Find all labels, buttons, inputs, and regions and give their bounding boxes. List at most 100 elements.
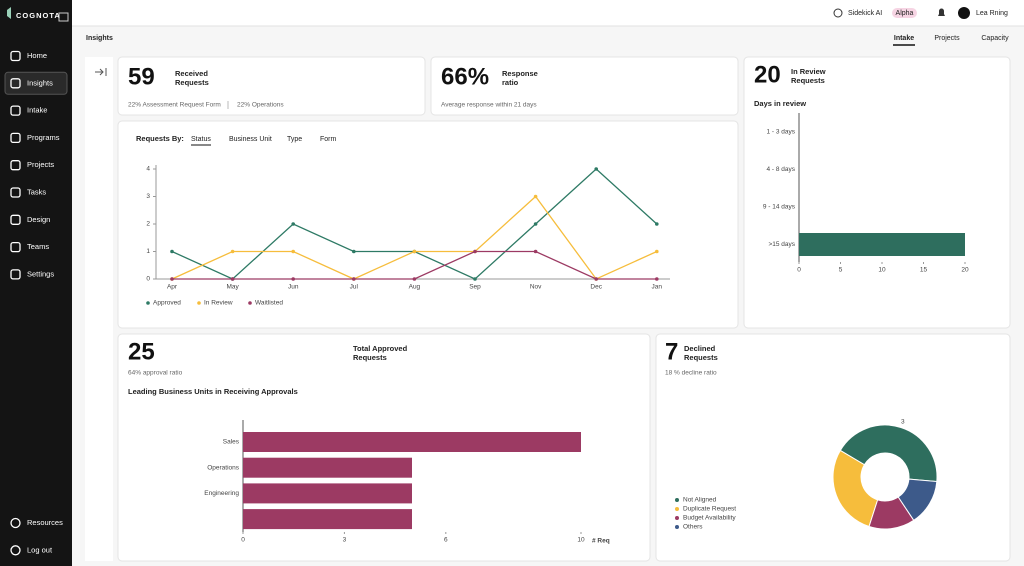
x-tick-label: Sep	[469, 284, 481, 291]
bar	[799, 233, 965, 256]
tab[interactable]: Intake	[894, 35, 914, 42]
sidekick-icon[interactable]	[833, 8, 843, 18]
point	[655, 277, 659, 281]
stat-label: Requests	[353, 353, 387, 362]
donut-slice	[839, 424, 938, 483]
legend-swatch	[675, 507, 679, 511]
point	[230, 277, 235, 281]
assistant[interactable]: Sidekick AI	[848, 10, 882, 17]
legend-swatch	[675, 525, 679, 529]
x-axis-label: # Req	[592, 538, 610, 545]
tab[interactable]: Capacity	[981, 35, 1009, 42]
filter[interactable]: Business Unit	[229, 136, 272, 143]
point	[170, 249, 174, 254]
point	[412, 249, 417, 254]
brand: COGNOTA	[16, 11, 61, 20]
x-tick-label: Aug	[409, 284, 421, 291]
logo	[7, 7, 11, 19]
stat-label: ratio	[502, 78, 519, 87]
nav-item[interactable]: Settings	[27, 269, 54, 278]
nav-item[interactable]: Design	[27, 215, 50, 224]
nav-item[interactable]: Tasks	[27, 187, 46, 196]
bar	[243, 483, 412, 504]
nav-item[interactable]: Intake	[27, 106, 47, 115]
filter[interactable]: Form	[320, 136, 337, 143]
legend-swatch	[146, 301, 150, 305]
bar	[243, 432, 581, 452]
nav-item[interactable]: Projects	[27, 160, 54, 169]
y-tick-label: 1	[146, 248, 150, 255]
nav-icon	[10, 241, 21, 253]
y-tick-label: 3	[146, 193, 150, 200]
chart-title: Requests By:	[136, 134, 184, 143]
stat-sub: 22% Operations	[237, 102, 284, 109]
nav-item[interactable]: Log out	[27, 545, 53, 554]
filter[interactable]: Status	[191, 136, 211, 143]
y-tick-label: Sales	[223, 439, 240, 446]
y-tick-label: 1 - 3 days	[766, 129, 795, 136]
point	[352, 277, 356, 281]
stat-value: 59	[128, 63, 155, 90]
legend-label: Approved	[153, 300, 181, 307]
stat-label: Received	[175, 69, 208, 78]
nav-icon	[10, 269, 21, 280]
point	[655, 249, 659, 254]
stat-label: Requests	[684, 353, 718, 362]
x-tick-label: Jul	[350, 284, 359, 291]
stat-label: Declined	[684, 344, 716, 353]
point	[594, 277, 598, 281]
donut-slice	[832, 449, 879, 528]
point	[473, 249, 477, 254]
point	[533, 194, 538, 199]
nav-icon	[10, 187, 21, 198]
nav-item[interactable]: Resources	[27, 518, 63, 527]
badge	[892, 8, 917, 18]
chart-title: Leading Business Units in Receiving Appr…	[128, 387, 298, 396]
card	[430, 56, 739, 116]
y-tick-label: 4	[146, 166, 150, 173]
legend-label: In Review	[204, 300, 233, 307]
badge: Alpha	[896, 10, 914, 17]
nav-item[interactable]: Teams	[27, 242, 49, 251]
stat-label: Requests	[791, 76, 825, 85]
x-tick-label: 20	[961, 267, 969, 274]
stat-label: Response	[502, 69, 538, 78]
stat-label: Requests	[175, 78, 209, 87]
collapse-icon[interactable]	[95, 68, 107, 76]
nav-icon	[10, 517, 21, 529]
nav-item[interactable]: Home	[27, 51, 47, 60]
x-tick-label: Apr	[167, 284, 178, 291]
x-tick-label: 5	[839, 267, 843, 274]
filter[interactable]: Type	[287, 136, 302, 143]
avatar[interactable]	[958, 7, 970, 19]
nav-item[interactable]: Programs	[27, 133, 60, 142]
page-title: Insights	[86, 35, 113, 42]
menu-icon[interactable]	[58, 12, 69, 22]
nav-icon	[10, 545, 21, 556]
chart-title: Days in review	[754, 99, 806, 108]
y-tick-label: Engineering	[204, 490, 239, 497]
x-tick-label: 10	[577, 537, 585, 544]
legend-label: Duplicate Request	[683, 506, 736, 513]
x-tick-label: May	[226, 284, 239, 291]
legend-swatch	[675, 498, 679, 502]
legend-label: Budget Availability	[683, 515, 736, 522]
card	[743, 56, 1011, 329]
x-tick-label: 0	[797, 267, 801, 274]
point	[533, 222, 538, 226]
legend-label: Waitlisted	[255, 300, 283, 307]
legend-swatch	[197, 301, 201, 305]
bell-icon[interactable]	[938, 8, 945, 17]
nav-item[interactable]: Insights	[27, 78, 53, 87]
tab[interactable]: Projects	[934, 35, 960, 42]
nav-icon	[10, 132, 21, 144]
y-tick-label: 9 - 14 days	[763, 204, 796, 211]
x-tick-label: Dec	[590, 284, 602, 291]
point	[655, 222, 659, 226]
bar	[243, 457, 412, 478]
user[interactable]: Lea Rning	[976, 10, 1008, 17]
x-tick-label: Jan	[652, 284, 663, 291]
legend-swatch	[248, 301, 252, 305]
nav-icon	[10, 78, 21, 89]
